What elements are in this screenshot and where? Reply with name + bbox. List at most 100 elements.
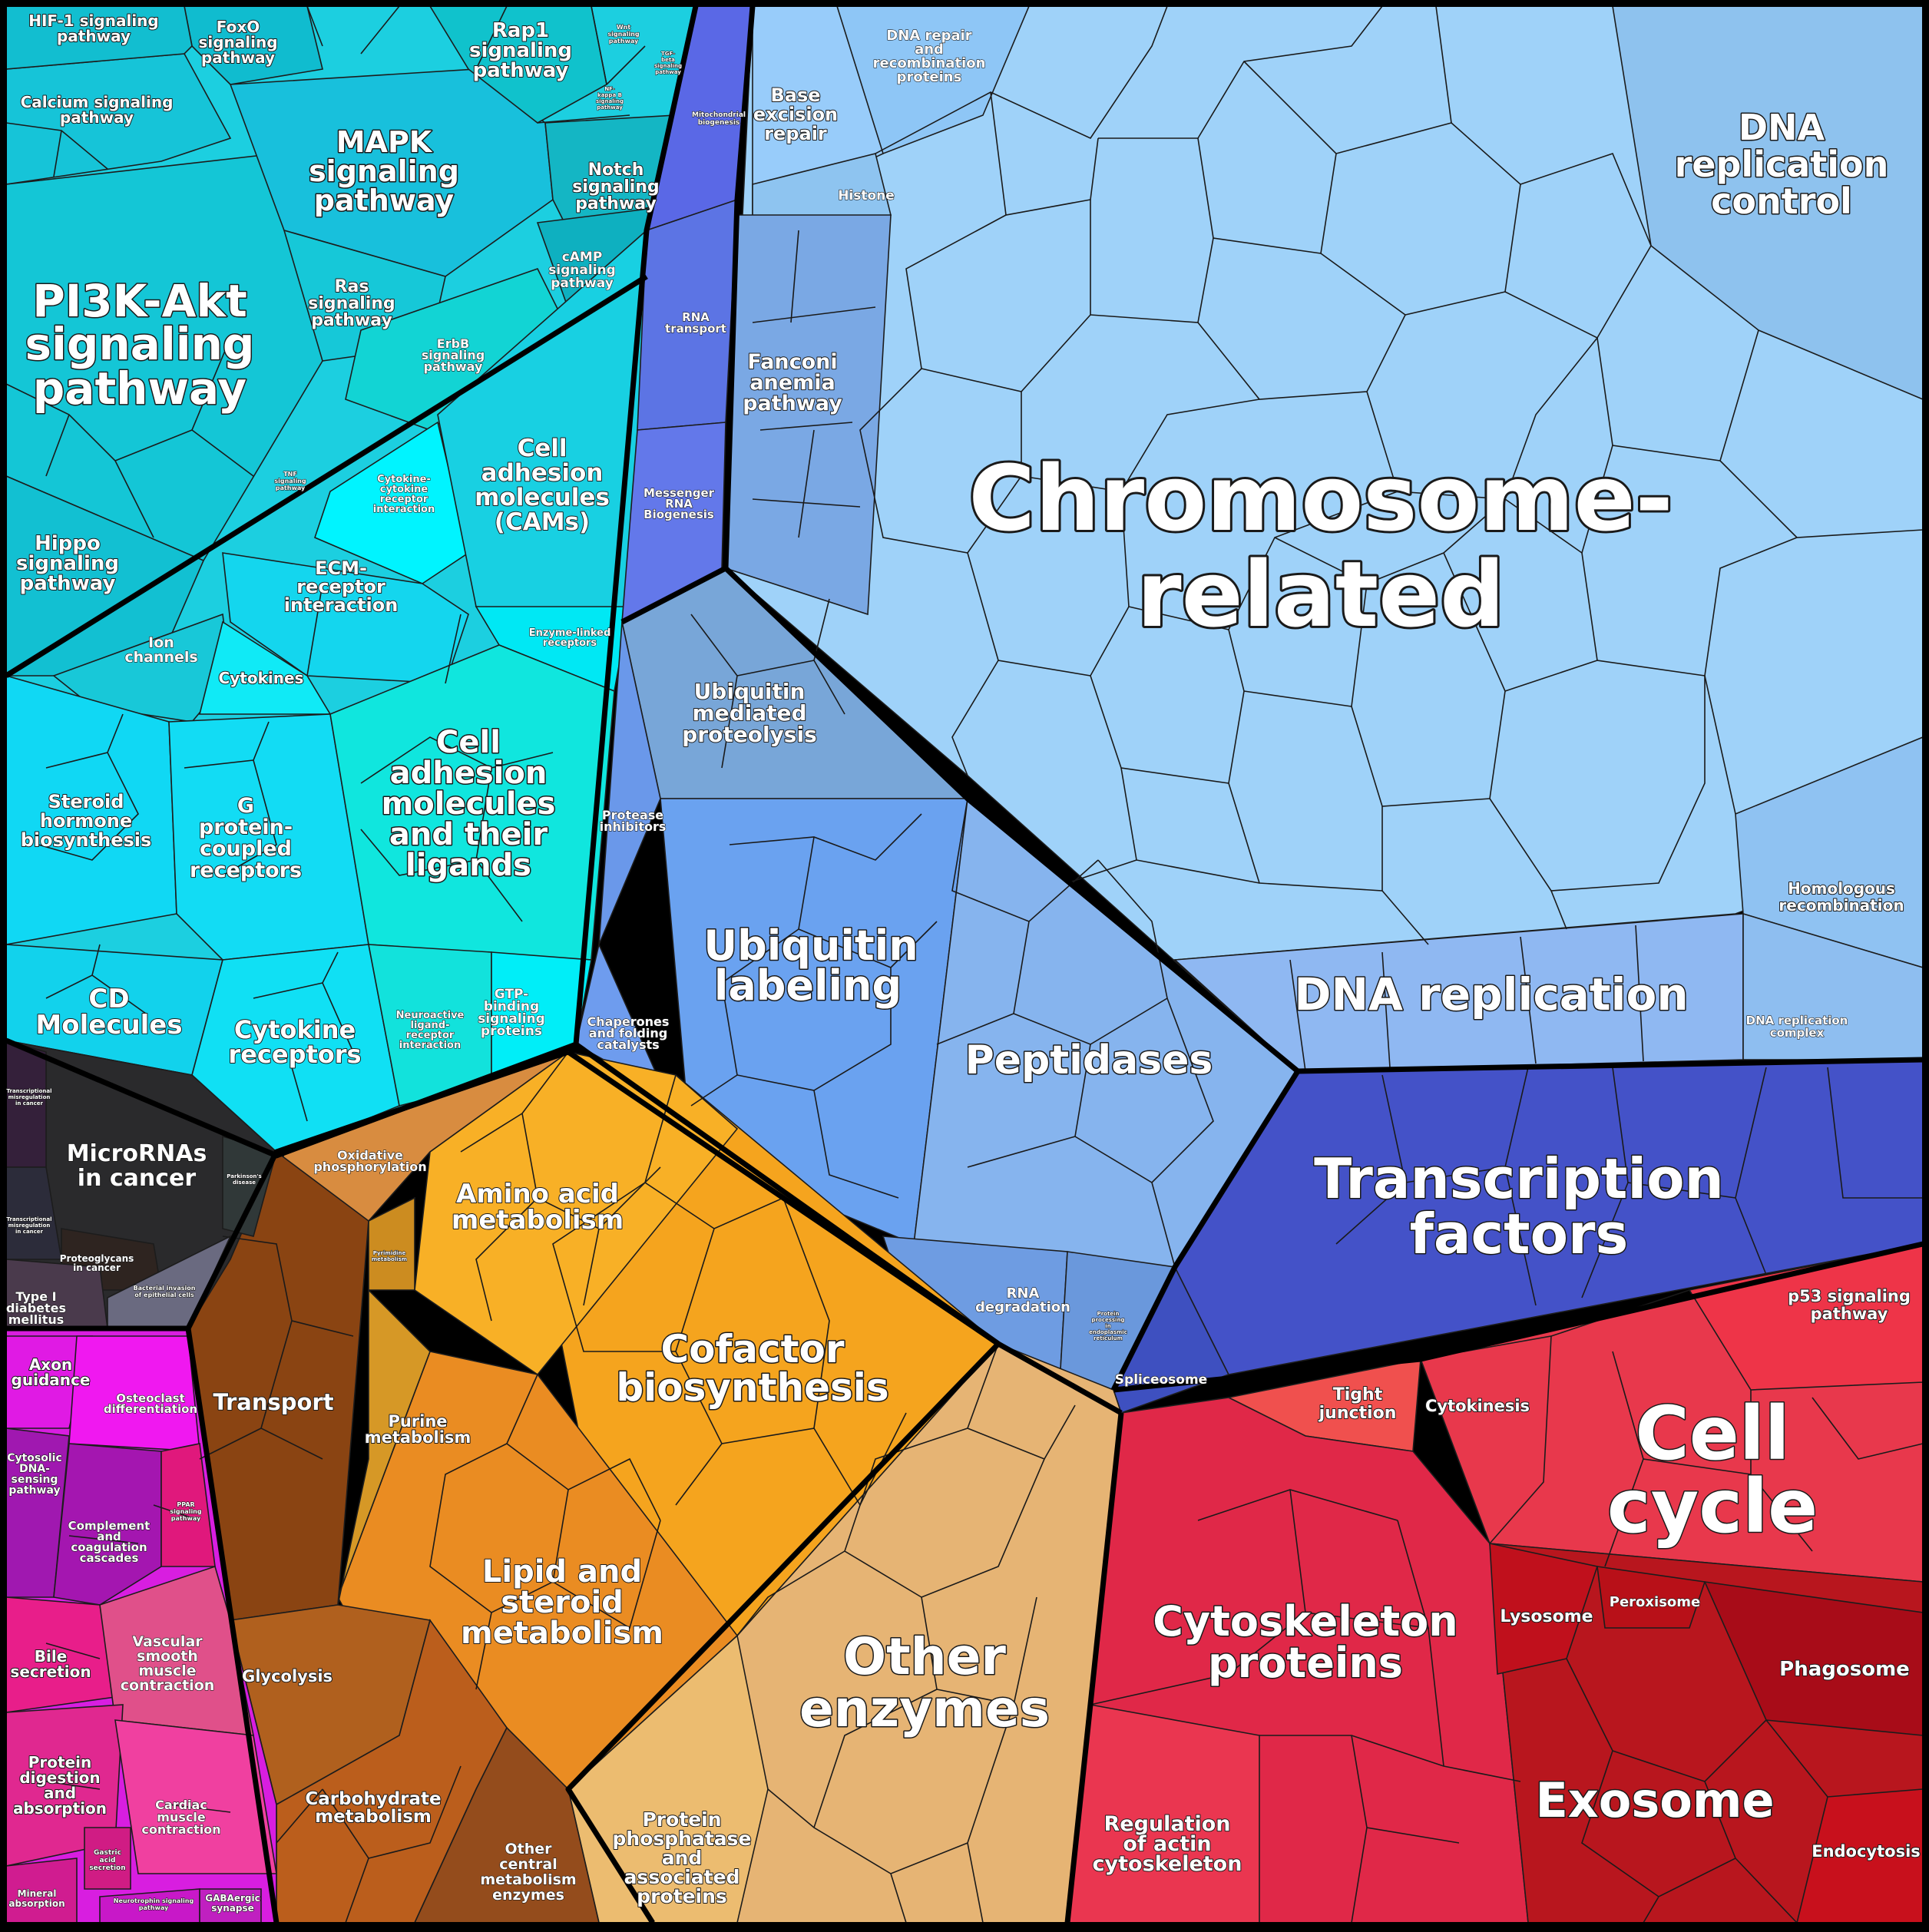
label-cam-top-4: (CAMs) <box>495 508 590 536</box>
label-cd: CD <box>88 984 129 1014</box>
label-transc-misreg-b: Transcriptional <box>6 1216 51 1222</box>
label-gastric-2: acid <box>100 1857 116 1864</box>
label-protein-phosphatase-5: proteins <box>637 1885 727 1907</box>
label-cell-cycle: Cell <box>1635 1391 1789 1477</box>
cell-complement[interactable] <box>53 1443 162 1606</box>
cell-gastric[interactable] <box>84 1827 131 1890</box>
label-cytosolic-2: DNA- <box>19 1463 50 1475</box>
label-lipid: Lipid and <box>482 1554 642 1590</box>
label-dna-repair: DNA repair <box>886 28 971 44</box>
label-exosome: Exosome <box>1535 1772 1774 1828</box>
label-ubiquitin-labeling-2: labeling <box>714 961 902 1010</box>
label-complement: Complement <box>68 1519 151 1533</box>
label-vascular: Vascular <box>132 1633 203 1650</box>
label-calcium-2: pathway <box>60 108 134 127</box>
label-ubiquitin-labeling: Ubiquitin <box>703 921 918 970</box>
label-fanconi-3: pathway <box>743 392 842 415</box>
label-oxphos: Oxidative <box>337 1148 403 1163</box>
label-camp: cAMP <box>562 250 603 265</box>
label-gtp-4: proteins <box>481 1024 542 1039</box>
label-gpcr-3: coupled <box>200 837 292 861</box>
label-cytokine-receptors-2: receptors <box>228 1040 361 1069</box>
label-rna-degradation: RNA <box>1007 1285 1040 1302</box>
label-proteoglycans-2: in cancer <box>73 1262 121 1273</box>
label-erbb-2: signaling <box>422 348 485 362</box>
cell-cytokinesis[interactable] <box>1419 1335 1552 1545</box>
cell-protease[interactable] <box>598 621 661 945</box>
label-transc-misreg-b2: misregulation <box>8 1222 51 1229</box>
label-messenger: Messenger <box>644 486 715 500</box>
label-cofactor-2: biosynthesis <box>616 1365 888 1410</box>
label-foxo-3: pathway <box>201 48 275 67</box>
label-tnf-3: pathway <box>276 485 306 491</box>
label-other-enzymes-2: enzymes <box>799 1679 1050 1738</box>
label-steroid: Steroid <box>48 791 124 812</box>
label-nfkb-3: signaling <box>596 98 624 104</box>
label-endocytosis: Endocytosis <box>1812 1842 1921 1861</box>
label-protein-proc-3: in <box>1105 1323 1110 1329</box>
label-protein-digestion-4: absorption <box>13 1799 107 1818</box>
label-neurotrophin: Neurotrophin signaling <box>114 1897 194 1904</box>
label-protein-proc-4: endoplasmic <box>1089 1329 1127 1335</box>
label-other-central: Other <box>505 1841 552 1858</box>
label-reg-actin-3: cytoskeleton <box>1093 1852 1242 1876</box>
label-cytokine-cytokine: Cytokine- <box>377 474 431 485</box>
label-cytosolic-4: pathway <box>8 1484 60 1497</box>
label-transc-misreg-a: Transcriptional <box>6 1088 51 1094</box>
label-steroid-2: hormone <box>40 810 132 832</box>
label-fanconi-2: anemia <box>749 371 835 395</box>
label-transc-misreg-a2: misregulation <box>8 1094 51 1100</box>
label-bile: Bile <box>35 1647 68 1666</box>
label-gpcr-4: receptors <box>190 858 302 882</box>
label-calcium: Calcium signaling <box>21 93 174 111</box>
cell-pyrimidine[interactable] <box>368 1196 415 1291</box>
label-type1: Type I <box>15 1289 56 1304</box>
label-dna-repair-2: and <box>915 41 944 58</box>
label-protein-proc-5: reticulum <box>1094 1335 1123 1341</box>
label-osteoclast: Osteoclast <box>116 1391 185 1405</box>
label-bacterial-2: of epithelial cells <box>134 1292 194 1298</box>
label-cell-cycle-2: cycle <box>1607 1464 1818 1550</box>
cell-cytokine-cytokine[interactable] <box>314 421 469 584</box>
label-wnt-3: pathway <box>609 38 639 45</box>
label-notch-2: signaling <box>572 177 659 197</box>
cell-peroxisome[interactable] <box>1596 1566 1706 1629</box>
label-base-excision-2: excision <box>753 104 838 125</box>
label-peptidases: Peptidases <box>965 1037 1213 1083</box>
label-purine-2: metabolism <box>365 1428 471 1447</box>
label-type1-2: diabetes <box>6 1301 66 1315</box>
label-cytosolic: Cytosolic <box>7 1452 62 1464</box>
label-notch-3: pathway <box>575 194 657 213</box>
label-microrna-2: in cancer <box>78 1165 197 1192</box>
label-vascular-2: smooth <box>137 1648 198 1665</box>
label-cd-2: Molecules <box>35 1010 182 1040</box>
label-chaperones-2: and folding <box>589 1026 667 1040</box>
label-fanconi: Fanconi <box>747 350 837 374</box>
label-cytokine-cytokine-4: interaction <box>373 504 435 515</box>
label-histone: Histone <box>838 188 895 203</box>
label-protein-proc: Protein <box>1097 1311 1120 1317</box>
label-gabaergic-2: synapse <box>211 1903 253 1914</box>
label-cam-big-4: and their <box>389 817 548 852</box>
cell-cam-big[interactable] <box>329 644 615 961</box>
label-ras-3: pathway <box>311 311 392 330</box>
label-mineral: Mineral <box>18 1888 57 1899</box>
label-transc-misreg-b3: in cancer <box>15 1229 44 1235</box>
cell-cardiac[interactable] <box>114 1719 277 1874</box>
label-pi3k-3: pathway <box>33 362 247 415</box>
label-enzyme-linked-2: receptors <box>543 637 597 649</box>
label-reg-actin: Regulation <box>1103 1812 1230 1836</box>
label-cofactor: Cofactor <box>660 1327 844 1371</box>
label-mito: Mitochondrial <box>692 111 746 119</box>
label-hif1-2: pathway <box>57 27 131 45</box>
label-axon: Axon <box>29 1355 72 1374</box>
label-ecm-2: receptor <box>296 576 385 597</box>
label-carbohydrate-2: metabolism <box>315 1807 432 1827</box>
label-chaperones: Chaperones <box>587 1014 670 1029</box>
label-pi3k: PI3K-Akt <box>32 275 247 327</box>
label-steroid-3: biosynthesis <box>21 829 152 851</box>
label-proteoglycans: Proteoglycans <box>60 1253 134 1264</box>
label-cytosolic-3: sensing <box>12 1474 58 1486</box>
label-amino-2: metabolism <box>452 1205 624 1236</box>
